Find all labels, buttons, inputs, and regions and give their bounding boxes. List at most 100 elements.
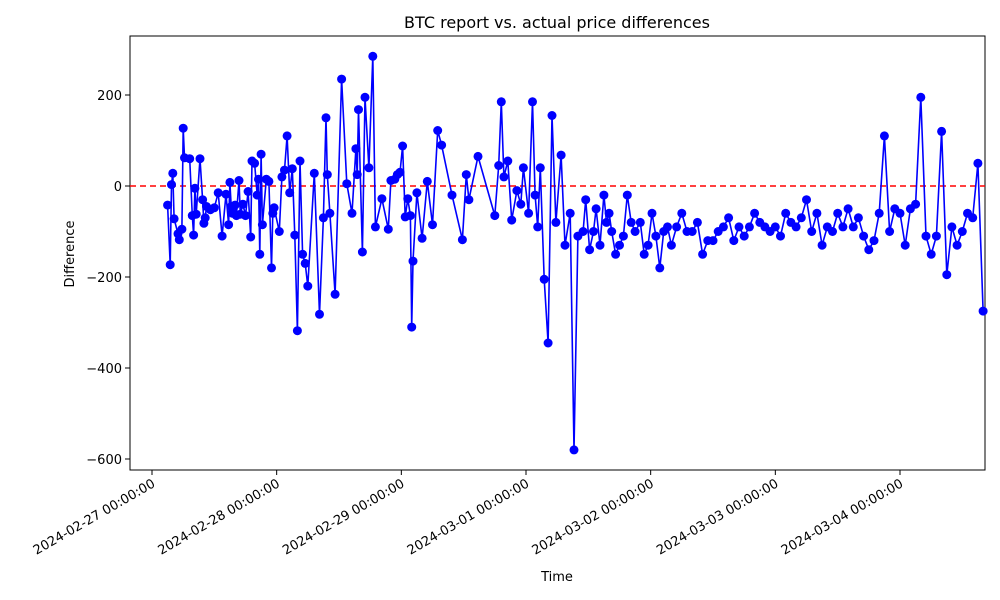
data-point <box>518 163 528 173</box>
data-point <box>234 176 244 185</box>
data-point <box>264 176 274 186</box>
data-point <box>417 233 427 243</box>
data-point <box>853 213 863 223</box>
y-axis-ticks: −600 −400 −200 0 200 <box>86 89 130 468</box>
data-point <box>407 322 417 332</box>
data-point <box>931 231 941 241</box>
data-point <box>190 183 200 193</box>
data-point <box>221 189 231 199</box>
data-point <box>292 326 302 336</box>
data-point <box>543 338 553 348</box>
data-point <box>647 208 657 218</box>
chart-title: BTC report vs. actual price differences <box>404 13 710 32</box>
data-point <box>300 258 310 268</box>
data-point <box>718 222 728 232</box>
data-point <box>243 187 253 196</box>
data-point <box>739 231 749 241</box>
data-point <box>352 170 362 180</box>
data-point <box>490 211 500 221</box>
data-point <box>729 236 739 246</box>
data-point <box>168 168 178 178</box>
data-point <box>791 222 801 232</box>
data-point <box>512 186 522 196</box>
data-point <box>447 190 457 200</box>
data-point <box>217 231 227 241</box>
y-tick-label: −200 <box>86 271 122 286</box>
data-point <box>978 306 988 316</box>
data-point <box>828 227 837 236</box>
data-point <box>209 203 219 213</box>
data-point <box>422 176 432 186</box>
data-point <box>516 199 526 209</box>
data-point <box>464 195 474 205</box>
data-point <box>285 188 295 198</box>
data-point <box>547 111 557 120</box>
data-point <box>539 274 549 284</box>
data-point <box>952 240 962 250</box>
data-point <box>287 164 297 174</box>
series-markers <box>163 51 988 455</box>
data-point <box>177 224 187 234</box>
data-point <box>833 208 843 218</box>
data-point <box>973 158 983 168</box>
data-point <box>178 123 188 133</box>
x-tick-label: 2024-03-03 00:00:00 <box>654 476 781 558</box>
data-point <box>569 445 579 455</box>
data-point <box>225 177 235 187</box>
data-point <box>781 208 791 218</box>
data-point <box>213 188 223 198</box>
data-point <box>565 208 575 218</box>
data-point <box>776 231 785 241</box>
data-point <box>724 213 734 223</box>
y-axis-label: Difference <box>63 220 78 287</box>
data-point <box>942 270 952 280</box>
data-point <box>708 236 718 246</box>
data-point <box>937 126 947 136</box>
data-point <box>611 249 621 259</box>
data-point <box>167 180 176 190</box>
data-point <box>185 154 195 164</box>
data-point <box>280 165 289 175</box>
data-point <box>802 195 811 205</box>
data-point <box>457 235 467 245</box>
data-point <box>622 190 632 200</box>
data-point <box>530 190 540 200</box>
data-point <box>163 200 173 210</box>
data-point <box>957 227 967 236</box>
data-point <box>630 227 640 236</box>
data-point <box>403 194 413 204</box>
data-point <box>615 240 624 250</box>
data-point <box>322 170 332 180</box>
data-point <box>796 213 806 223</box>
x-tick-label: 2024-03-02 00:00:00 <box>530 476 657 558</box>
data-point <box>864 245 874 255</box>
data-point <box>309 168 319 178</box>
data-point <box>377 194 387 204</box>
data-point <box>256 149 266 159</box>
data-point <box>325 208 335 218</box>
data-point <box>360 92 370 102</box>
data-point <box>895 208 905 218</box>
x-tick-label: 2024-02-29 00:00:00 <box>280 476 407 558</box>
data-point <box>666 240 676 250</box>
data-point <box>330 289 340 299</box>
data-point <box>437 140 447 150</box>
data-point <box>412 188 422 198</box>
data-point <box>672 222 682 232</box>
data-point <box>224 220 234 230</box>
data-point <box>347 208 357 218</box>
plot-frame <box>129 35 986 471</box>
data-point <box>303 281 313 291</box>
data-point <box>368 51 378 61</box>
data-point <box>230 200 240 210</box>
data-point <box>528 97 537 107</box>
data-point <box>879 131 889 141</box>
data-point <box>585 245 595 255</box>
data-point <box>900 240 910 250</box>
data-point <box>524 208 534 218</box>
data-point <box>395 167 405 177</box>
data-point <box>351 144 361 154</box>
data-point <box>698 249 708 259</box>
data-point <box>318 213 328 223</box>
